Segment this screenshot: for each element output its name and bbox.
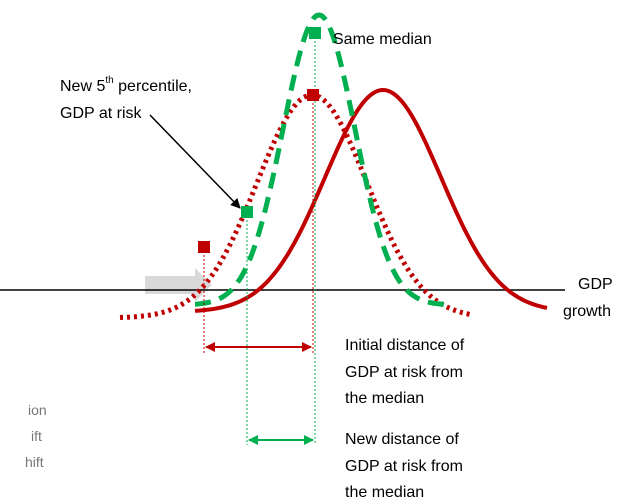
marker (309, 27, 321, 39)
original-distribution (194, 87, 548, 313)
legend-label: ion (28, 402, 47, 418)
legend-label: hift (25, 454, 44, 470)
label: percentile, (114, 78, 192, 95)
axis-label: growth (563, 303, 611, 320)
legend-label: ift (31, 428, 42, 444)
annotation-arrow (149, 114, 241, 209)
marker (241, 206, 253, 218)
label: New distance of (345, 431, 459, 448)
label: New 5 (60, 78, 105, 95)
label: GDP at risk from (345, 458, 463, 475)
shift-arrow (145, 268, 212, 302)
label: the median (345, 390, 424, 407)
narrow-distribution (194, 12, 446, 307)
label: the median (345, 484, 424, 501)
label: GDP at risk (60, 105, 143, 122)
superscript: th (105, 75, 113, 86)
marker (198, 241, 210, 253)
label: Same median (333, 31, 432, 48)
label: New 5th percentile, (60, 75, 192, 95)
label: Initial distance of (345, 337, 465, 354)
axis-label: GDP (578, 276, 613, 293)
label: GDP at risk from (345, 364, 463, 381)
marker (307, 89, 319, 101)
